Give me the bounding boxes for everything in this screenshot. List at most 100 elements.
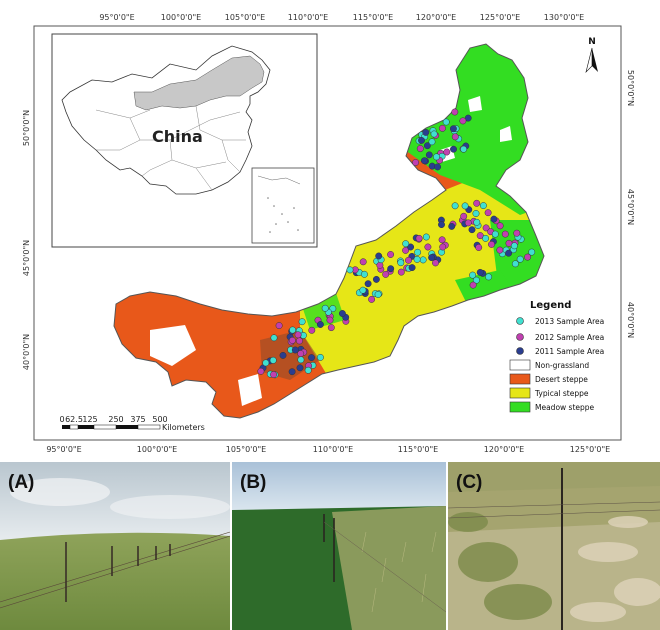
left-tick-50: 50°0'0"N bbox=[22, 110, 31, 146]
sample-point bbox=[257, 367, 265, 375]
scale-tick-125: 125 bbox=[82, 415, 97, 424]
province-lines bbox=[95, 105, 246, 191]
sample-point bbox=[288, 368, 296, 376]
sample-point bbox=[482, 224, 490, 232]
sample-point bbox=[262, 359, 270, 367]
sample-point bbox=[510, 242, 518, 250]
sample-point bbox=[438, 124, 446, 132]
nongrassland-north-3 bbox=[500, 126, 512, 142]
legend-label-4: Desert steppe bbox=[535, 375, 588, 384]
sample-point bbox=[387, 265, 395, 273]
sample-point bbox=[376, 261, 384, 269]
sample-point bbox=[476, 232, 484, 240]
sample-point bbox=[368, 295, 376, 303]
sample-point bbox=[326, 316, 334, 324]
sample-point bbox=[402, 240, 410, 248]
sample-point bbox=[443, 148, 451, 156]
top-tick-125: 125°0'0"E bbox=[480, 13, 520, 22]
sample-point bbox=[408, 264, 416, 272]
sample-point bbox=[496, 246, 504, 254]
south-china-sea-inset bbox=[251, 167, 315, 244]
sample-point bbox=[451, 108, 459, 116]
sample-point bbox=[475, 244, 483, 251]
north-label: N bbox=[588, 37, 596, 47]
legend-label-5: Typical steppe bbox=[534, 389, 589, 398]
top-tick-110: 110°0'0"E bbox=[288, 13, 328, 22]
sample-point bbox=[460, 145, 468, 153]
sample-point bbox=[488, 240, 495, 248]
sample-point bbox=[464, 114, 472, 122]
sample-point bbox=[288, 336, 296, 344]
sample-point bbox=[397, 259, 405, 267]
photo-b-label: (B) bbox=[240, 472, 267, 493]
photo-strip: (A) (B) bbox=[0, 462, 660, 630]
legend-swatch-3 bbox=[509, 359, 531, 371]
sample-point bbox=[524, 253, 532, 261]
sample-point bbox=[448, 222, 456, 230]
sample-point bbox=[327, 324, 335, 332]
sample-point bbox=[298, 318, 306, 326]
sample-point bbox=[438, 236, 446, 244]
sample-point bbox=[425, 151, 433, 159]
photo-a-label: (A) bbox=[8, 472, 35, 493]
sample-point bbox=[476, 268, 484, 276]
right-tick-50: 50°0'0"N bbox=[626, 70, 635, 106]
sample-point bbox=[485, 273, 493, 281]
inner-mongolia-outline bbox=[113, 43, 545, 419]
china-label: China bbox=[152, 127, 203, 146]
sample-point bbox=[464, 219, 472, 227]
sample-point bbox=[479, 202, 487, 210]
sample-point bbox=[407, 243, 415, 251]
sample-point bbox=[473, 199, 481, 207]
sample-point bbox=[291, 346, 299, 354]
sample-point bbox=[461, 202, 469, 210]
sample-point bbox=[346, 266, 354, 274]
sample-point bbox=[528, 248, 536, 256]
sample-point bbox=[397, 268, 405, 276]
sample-point bbox=[472, 210, 480, 217]
bottom-tick-115: 115°0'0"E bbox=[398, 445, 438, 454]
legend-label-0: 2013 Sample Area bbox=[535, 317, 604, 326]
sample-point bbox=[490, 215, 498, 223]
sample-point bbox=[387, 251, 395, 258]
scale-unit: Kilometers bbox=[162, 423, 205, 432]
photo-a: (A) bbox=[0, 462, 230, 630]
sample-point bbox=[482, 234, 490, 242]
sample-point bbox=[491, 230, 499, 238]
legend-swatch-4 bbox=[509, 373, 531, 385]
photo-b: (B) bbox=[232, 462, 446, 630]
sample-point bbox=[451, 133, 459, 141]
sample-point bbox=[469, 271, 477, 279]
sample-point bbox=[279, 351, 287, 359]
legend-label-1: 2012 Sample Area bbox=[535, 333, 604, 342]
sample-point bbox=[308, 354, 315, 362]
legend-swatch-6 bbox=[509, 401, 531, 413]
sample-point bbox=[382, 270, 390, 278]
sample-point bbox=[360, 270, 368, 278]
legend-swatch-0 bbox=[516, 317, 524, 325]
scale-tick-500: 500 bbox=[152, 415, 167, 424]
legend-label-3: Non-grassland bbox=[535, 361, 589, 370]
sample-point bbox=[468, 226, 476, 234]
sample-point bbox=[424, 243, 432, 251]
scale-tick-62: 62.5 bbox=[65, 415, 83, 424]
sample-point bbox=[428, 254, 436, 262]
sample-point bbox=[415, 234, 423, 242]
legend-swatch-5 bbox=[509, 387, 531, 399]
left-tick-40: 40°0'0"N bbox=[22, 334, 31, 370]
left-graticule-labels: 50°0'0"N 45°0'0"N 40°0'0"N bbox=[22, 110, 31, 370]
sample-point bbox=[304, 366, 312, 374]
sample-point bbox=[450, 145, 457, 153]
sample-dots bbox=[257, 108, 536, 379]
sample-point bbox=[472, 276, 480, 284]
sample-point bbox=[405, 256, 412, 264]
sample-point bbox=[375, 252, 383, 260]
sample-point bbox=[419, 256, 427, 264]
sample-point bbox=[449, 125, 457, 133]
map-legend: Legend 2013 Sample Area 2012 Sample Area 2… bbox=[509, 300, 604, 413]
right-graticule-labels: 50°0'0"N 45°0'0"N 40°0'0"N bbox=[626, 70, 635, 338]
map-panel: 95°0'0"E 100°0'0"E 105°0'0"E 110°0'0"E 1… bbox=[22, 13, 635, 454]
right-tick-45: 45°0'0"N bbox=[626, 189, 635, 225]
sample-point bbox=[412, 159, 420, 166]
sample-point bbox=[422, 128, 430, 136]
